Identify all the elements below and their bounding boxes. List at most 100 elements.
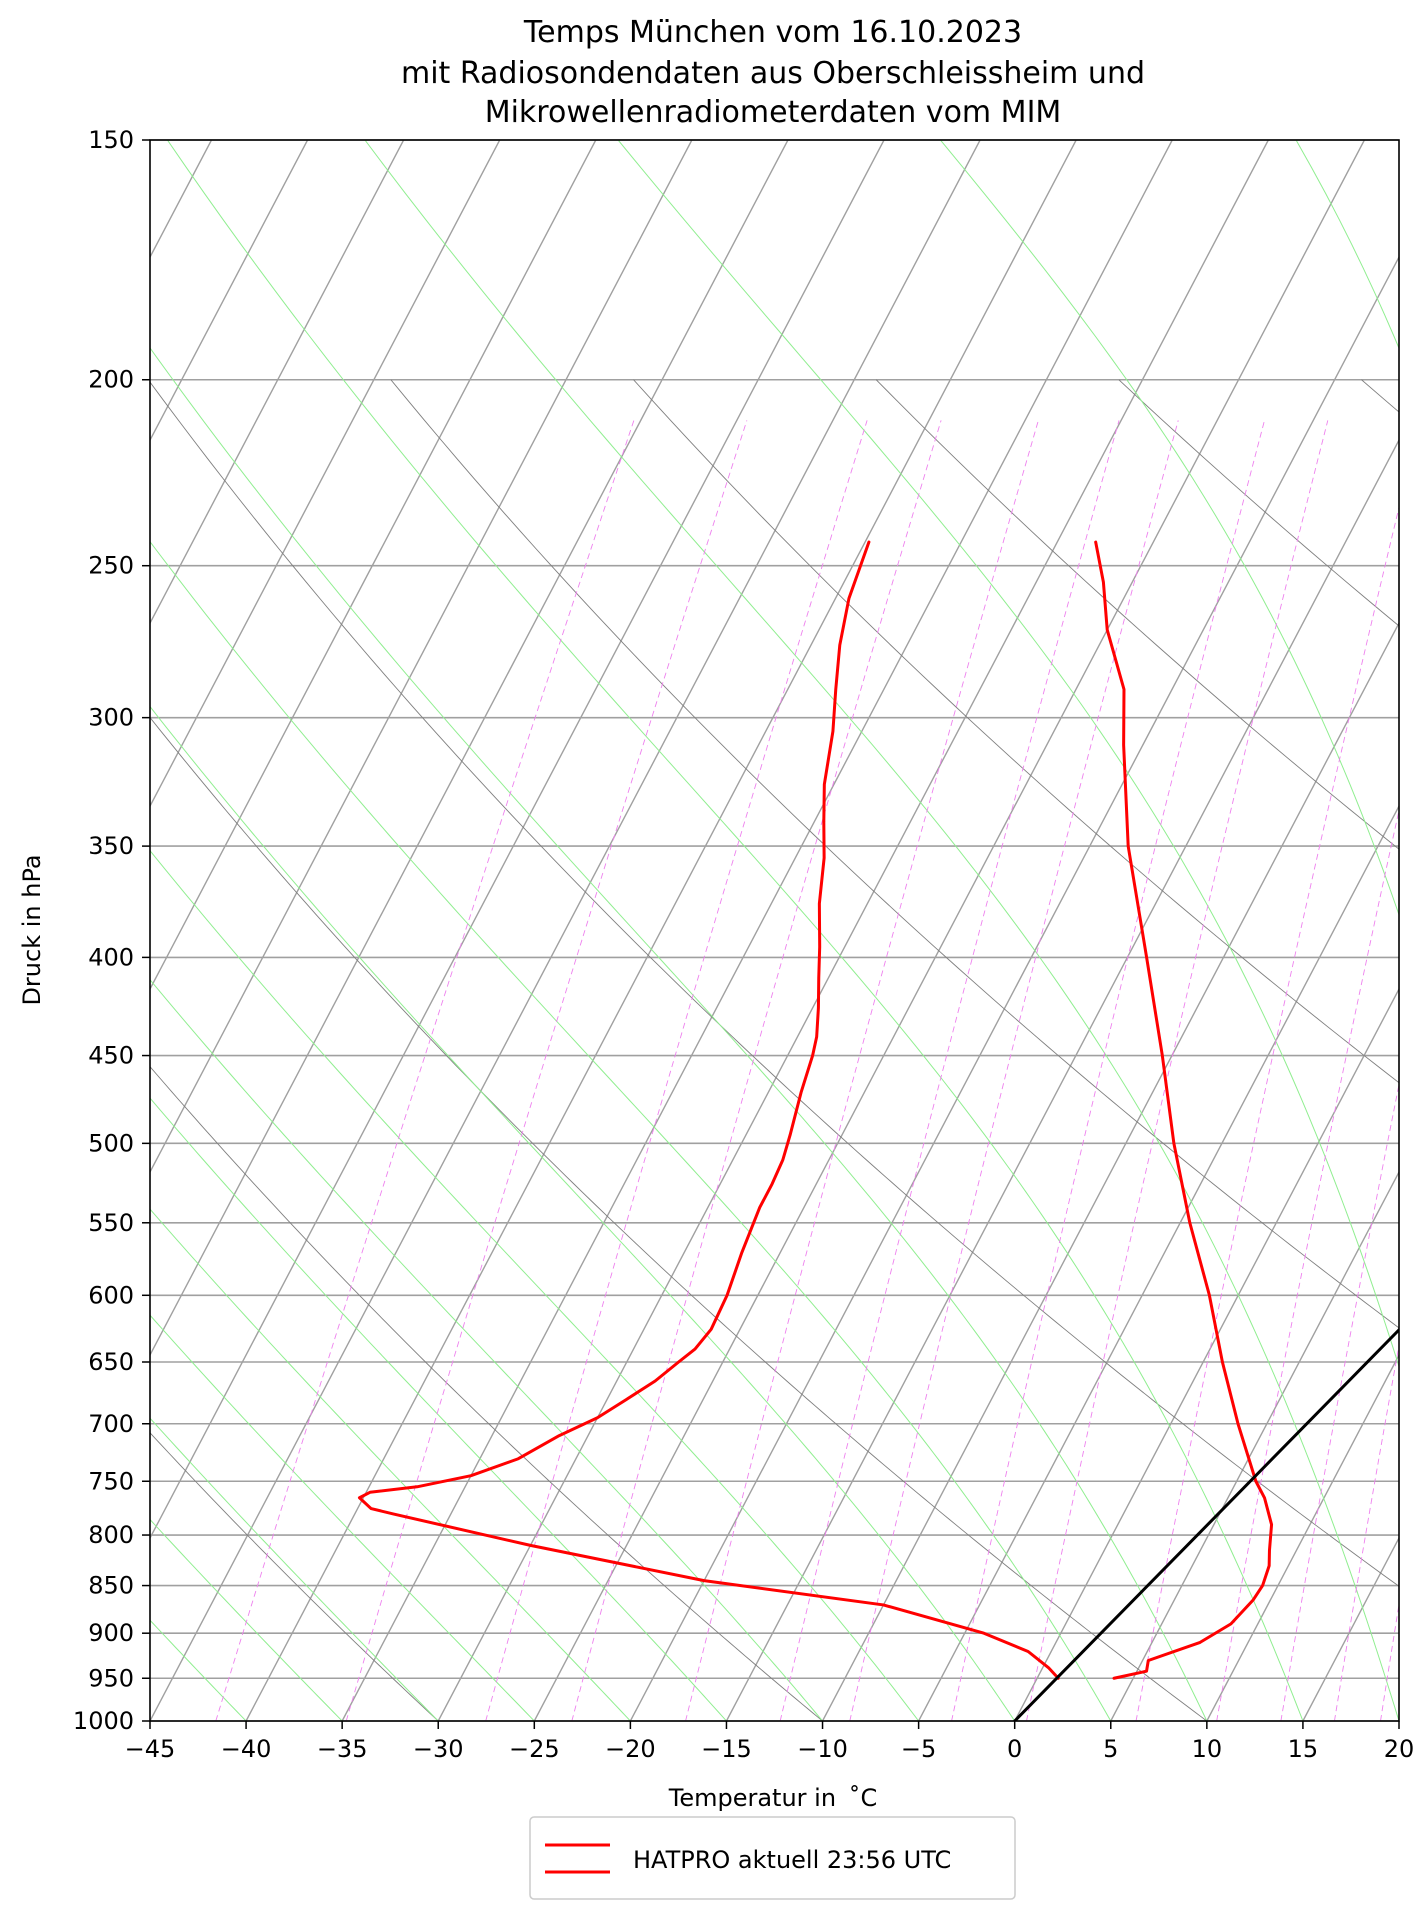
dry-adiabat — [633, 379, 1399, 1084]
y-tick-label-800: 800 — [88, 1521, 134, 1549]
mixing-ratio-line — [1421, 420, 1427, 1721]
chart-title: Temps München vom 16.10.2023 mit Radioso… — [401, 15, 1145, 130]
isotherm — [150, 140, 789, 1357]
moist-adiabat — [617, 140, 1399, 1369]
isotherm — [245, 140, 1077, 1721]
y-axis-label: Druck in hPa — [18, 854, 46, 1005]
mixing-ratio-line — [951, 420, 1265, 1721]
isotherm — [1110, 1170, 1399, 1721]
dry-adiabat — [875, 379, 1399, 850]
y-tick-label-550: 550 — [88, 1209, 134, 1237]
x-tick-label-6: −15 — [701, 1735, 752, 1763]
y-tick-label-250: 250 — [88, 552, 134, 580]
dry-adiabat — [1118, 379, 1399, 627]
moist-adiabat — [150, 849, 920, 1721]
y-tick-label-400: 400 — [88, 943, 134, 971]
isotherm — [150, 140, 597, 991]
isotherm — [150, 140, 405, 625]
isotherm — [150, 140, 885, 1540]
isotherm — [917, 804, 1399, 1721]
moist-adiabat — [150, 1518, 343, 1721]
y-tick-label-200: 200 — [88, 366, 134, 394]
moist-adiabat — [940, 140, 1399, 917]
moist-adiabat — [1295, 140, 1399, 350]
y-tick-label-650: 650 — [88, 1348, 134, 1376]
x-tick-label-3: −30 — [413, 1735, 464, 1763]
x-tick-label-0: −45 — [125, 1735, 176, 1763]
isotherm — [1206, 1353, 1399, 1721]
chart-title-line-1: Temps München vom 16.10.2023 — [523, 15, 1022, 50]
x-tick-label-5: −20 — [605, 1735, 656, 1763]
legend-label: HATPRO aktuell 23:56 UTC — [633, 1846, 951, 1874]
mixing-ratio-line — [1280, 1082, 1399, 1721]
dry-adiabat — [150, 1432, 439, 1721]
x-tick-label-7: −10 — [797, 1735, 848, 1763]
dry-adiabat — [1361, 379, 1399, 413]
plot-frame — [149, 139, 1400, 1722]
y-axis: 150 200 250 300 350 400 450 500 550 600 650 700 750 8… — [73, 126, 150, 1735]
y-tick-label-300: 300 — [88, 704, 134, 732]
moist-adiabat — [150, 1417, 439, 1721]
moist-adiabat — [364, 140, 1399, 1721]
x-tick-label-10: 5 — [1103, 1735, 1118, 1763]
y-tick-label-600: 600 — [88, 1281, 134, 1309]
isotherm — [533, 140, 1366, 1721]
y-tick-label-150: 150 — [88, 126, 134, 154]
isotherm — [821, 621, 1399, 1721]
isotherm — [150, 140, 501, 808]
mixing-ratio-line — [1334, 1343, 1399, 1721]
y-tick-label-950: 950 — [88, 1664, 134, 1692]
isotherm — [437, 140, 1269, 1721]
mixing-ratio-line — [1026, 420, 1329, 1721]
mixing-ratio-line — [1380, 1601, 1399, 1721]
mixing-ratio-line — [345, 420, 748, 1721]
y-tick-label-900: 900 — [88, 1619, 134, 1647]
moist-adiabat — [150, 1097, 727, 1721]
isotherm — [0, 140, 19, 1721]
moist-adiabat — [150, 1314, 535, 1721]
mixing-ratio-line — [849, 420, 1179, 1721]
y-tick-label-450: 450 — [88, 1042, 134, 1070]
mixing-ratio-line — [485, 420, 868, 1721]
moist-adiabat — [150, 1208, 631, 1721]
mixing-ratio-line — [571, 420, 942, 1721]
profile-lines — [357, 540, 1399, 1721]
dry-adiabat — [150, 716, 1208, 1721]
legend-box — [529, 1816, 1016, 1900]
legend: HATPRO aktuell 23:56 UTC — [529, 1816, 1016, 1900]
isotherm — [1398, 1719, 1399, 1721]
isotherm — [150, 140, 693, 1174]
x-tick-label-13: 20 — [1384, 1735, 1415, 1763]
x-tick-label-4: −25 — [509, 1735, 560, 1763]
isotherm — [341, 140, 1173, 1721]
x-tick-label-8: −5 — [901, 1735, 936, 1763]
pressure-gridlines — [150, 139, 1399, 1722]
y-tick-label-500: 500 — [88, 1129, 134, 1157]
moist-adiabat — [150, 347, 1208, 1721]
x-tick-label-2: −35 — [317, 1735, 368, 1763]
isotherm — [150, 140, 981, 1721]
y-tick-label-1000: 1000 — [73, 1707, 134, 1735]
x-tick-label-11: 10 — [1192, 1735, 1223, 1763]
thermodynamic-background-lines — [0, 140, 1427, 1721]
y-tick-label-350: 350 — [88, 832, 134, 860]
mixing-ratio-line — [779, 420, 1120, 1721]
mixing-ratio-line — [215, 420, 635, 1721]
mixing-ratio-line — [685, 420, 1039, 1721]
x-tick-label-9: 0 — [1007, 1735, 1022, 1763]
dry-adiabat — [150, 1065, 823, 1721]
isotherm — [150, 140, 309, 442]
moist-adiabat — [150, 540, 1112, 1721]
series-line-reference — [1013, 1327, 1399, 1721]
x-axis-label: Temperatur in ˚C — [668, 1784, 877, 1812]
isotherm — [629, 255, 1399, 1721]
chart-title-line-2: mit Radiosondendaten aus Oberschleisshei… — [401, 56, 1145, 91]
series-line-dewpoint — [357, 540, 1060, 1680]
mixing-ratio-line — [1135, 505, 1399, 1721]
x-tick-label-1: −40 — [221, 1735, 272, 1763]
dry-adiabat — [150, 381, 1399, 1587]
x-tick-label-12: 15 — [1288, 1735, 1319, 1763]
y-tick-label-750: 750 — [88, 1467, 134, 1495]
mixing-ratio-line — [1216, 808, 1399, 1721]
